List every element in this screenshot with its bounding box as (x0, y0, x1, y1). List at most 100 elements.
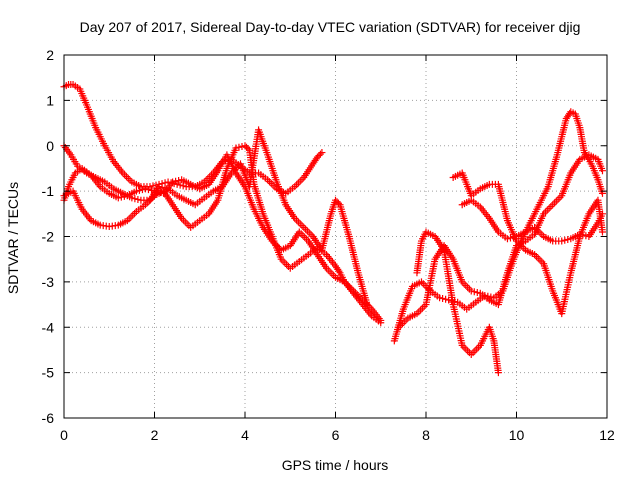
data-point (326, 268, 334, 276)
data-point (298, 175, 306, 183)
y-tick-label: 0 (46, 138, 54, 154)
data-point (442, 295, 450, 303)
data-point (471, 347, 479, 355)
data-point (554, 195, 562, 203)
data-point (121, 171, 129, 179)
data-point (131, 195, 139, 203)
data-point (243, 143, 251, 151)
data-point (564, 236, 572, 244)
data-point (298, 222, 306, 230)
data-point (161, 184, 169, 192)
data-point (503, 235, 511, 243)
data-point (473, 288, 481, 296)
data-point (552, 197, 560, 205)
data-point (134, 195, 142, 203)
data-point (117, 193, 125, 201)
x-tick-label: 4 (241, 427, 249, 443)
data-point (316, 150, 324, 158)
data-point (158, 183, 166, 191)
data-point (328, 270, 336, 278)
data-point (315, 152, 323, 160)
data-point (464, 283, 472, 291)
y-axis-label: SDTVAR / TECUs (5, 182, 21, 294)
data-point (549, 201, 557, 209)
y-tick-label: -4 (42, 319, 55, 335)
data-point (547, 203, 555, 211)
data-point (335, 267, 343, 275)
data-point (582, 232, 590, 240)
data-point (418, 304, 426, 312)
data-point (181, 218, 189, 226)
grid-layer (64, 55, 607, 418)
data-point (146, 183, 154, 191)
data-point (144, 186, 152, 194)
y-tick-label: -2 (42, 229, 55, 245)
y-tick-label: 1 (46, 92, 54, 108)
data-point (598, 210, 606, 218)
data-point (235, 143, 243, 151)
data-point (238, 143, 246, 151)
data-point (301, 233, 309, 241)
data-point (598, 228, 606, 236)
data-point (305, 229, 313, 237)
x-tick-label: 0 (60, 427, 68, 443)
data-point (467, 287, 475, 295)
data-point (307, 231, 315, 239)
data-point (303, 227, 311, 235)
x-axis-label: GPS time / hours (282, 457, 389, 473)
data-point (267, 179, 275, 187)
data-point (299, 232, 307, 240)
series-track-4 (60, 126, 371, 309)
data-point (551, 199, 559, 207)
data-point (313, 153, 321, 161)
data-point (494, 369, 502, 377)
x-tick-label: 6 (332, 427, 340, 443)
x-tick-label: 10 (509, 427, 525, 443)
data-point (232, 144, 240, 152)
chart-title: Day 207 of 2017, Sidereal Day-to-day VTE… (80, 19, 581, 35)
data-point (417, 306, 425, 314)
data-point (302, 225, 310, 233)
data-point (335, 199, 343, 207)
data-point (462, 345, 470, 353)
data-point (293, 216, 301, 224)
data-point (318, 149, 326, 157)
data-point (294, 179, 302, 187)
data-point (124, 174, 132, 182)
data-point (473, 345, 481, 353)
data-point (241, 142, 249, 150)
x-tick-label: 8 (422, 427, 430, 443)
data-point (598, 167, 606, 175)
data-point (300, 223, 308, 231)
data-point (576, 230, 584, 238)
series-track-9 (458, 196, 606, 245)
data-point (487, 293, 495, 301)
data-point (506, 234, 514, 242)
data-point (132, 187, 140, 195)
data-point (545, 204, 553, 212)
data-point (169, 178, 177, 186)
data-point (469, 349, 477, 357)
y-tick-label: 2 (46, 47, 54, 63)
data-point (558, 237, 566, 245)
data-point (127, 213, 135, 221)
data-point (155, 183, 163, 191)
data-point (332, 196, 339, 204)
data-point (138, 186, 146, 194)
data-point (176, 181, 184, 189)
series-track-8 (449, 169, 606, 318)
data-point (439, 295, 447, 303)
data-point (509, 233, 517, 241)
tick-layer (63, 54, 608, 419)
y-tick-label: -3 (42, 274, 55, 290)
data-point (436, 294, 444, 302)
data-point (561, 236, 569, 244)
x-tick-label: 12 (599, 427, 615, 443)
data-point (296, 177, 304, 185)
data-point (128, 194, 136, 202)
y-tick-label: -6 (42, 410, 55, 426)
series-track-3 (60, 142, 385, 327)
data-point (536, 256, 544, 264)
